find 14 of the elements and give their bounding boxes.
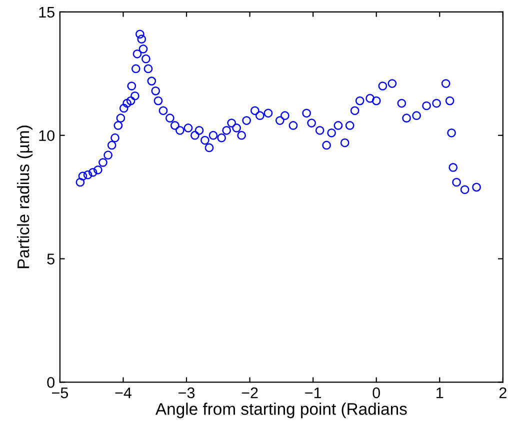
x-tick-label: −2 <box>242 387 258 398</box>
y-tick-label: 10 <box>39 130 54 142</box>
y-tick-label: 5 <box>47 254 54 264</box>
x-tick-label: 1 <box>436 388 444 398</box>
y-axis-title: Particle radius (µm) <box>17 126 33 268</box>
x-tick-label: −1 <box>305 388 322 398</box>
x-axis-title: Angle from starting point (Radians <box>155 402 407 418</box>
x-tick-label: −4 <box>115 388 132 398</box>
y-tick-label: 0 <box>47 377 54 388</box>
x-tick-label: 0 <box>372 387 380 398</box>
x-tick-label: −3 <box>178 387 195 398</box>
y-tick-label: 15 <box>39 6 54 18</box>
x-tick-label: 2 <box>499 387 506 398</box>
x-tick-label: −5 <box>52 388 68 398</box>
